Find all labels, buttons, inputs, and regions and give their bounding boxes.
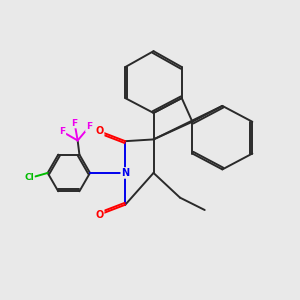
Text: O: O	[95, 126, 104, 136]
Text: F: F	[59, 127, 65, 136]
Text: O: O	[95, 210, 104, 220]
Text: N: N	[121, 168, 129, 178]
Text: F: F	[86, 122, 92, 131]
Text: F: F	[71, 118, 78, 127]
Text: Cl: Cl	[24, 173, 34, 182]
